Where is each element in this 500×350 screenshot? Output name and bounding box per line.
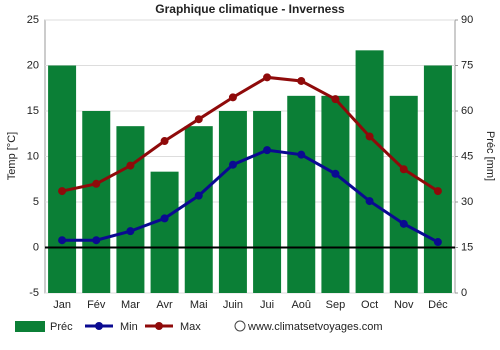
- legend-label: Max: [180, 321, 201, 333]
- bar: [218, 111, 247, 293]
- bar: [48, 65, 77, 293]
- y-tick-label: -5: [29, 287, 39, 299]
- marker: [58, 187, 67, 196]
- y-axis-label: Temp [°C]: [6, 132, 18, 180]
- y-tick-label: 0: [33, 241, 39, 253]
- x-tick-label: Sep: [326, 299, 346, 311]
- line: [62, 148, 439, 244]
- legend-marker: [95, 322, 103, 330]
- marker: [433, 187, 442, 196]
- x-tick-label: Fév: [87, 299, 106, 311]
- marker: [194, 115, 203, 124]
- marker: [297, 76, 306, 85]
- marker: [433, 238, 442, 247]
- legend-marker: [155, 322, 163, 330]
- x-tick-label: Nov: [394, 299, 414, 311]
- x-tick-label: Juin: [223, 299, 243, 311]
- marker: [126, 227, 135, 236]
- y2-tick-label: 75: [461, 59, 473, 71]
- legend-swatch: [15, 321, 45, 332]
- x-tick-label: Oct: [361, 299, 378, 311]
- y2-tick-label: 45: [461, 150, 473, 162]
- bar: [389, 95, 418, 293]
- bar: [150, 171, 179, 293]
- marker: [331, 95, 340, 104]
- x-tick-label: Jan: [53, 299, 71, 311]
- y2-tick-label: 60: [461, 105, 473, 117]
- marker: [228, 93, 237, 102]
- marker: [160, 137, 169, 146]
- marker: [194, 191, 203, 200]
- y-tick-label: 5: [33, 196, 39, 208]
- marker: [160, 214, 169, 223]
- x-tick-label: Mai: [190, 299, 208, 311]
- bar: [116, 126, 145, 294]
- x-tick-label: Jui: [260, 299, 274, 311]
- marker: [263, 73, 272, 82]
- marker: [228, 160, 237, 169]
- y2-tick-label: 15: [461, 241, 473, 253]
- legend-label: Préc: [50, 321, 73, 333]
- y-tick-label: 25: [27, 14, 39, 26]
- marker: [92, 179, 101, 188]
- bar: [287, 95, 316, 293]
- marker: [263, 146, 272, 155]
- marker: [399, 219, 408, 228]
- legend-label: Min: [120, 321, 138, 333]
- marker: [365, 197, 374, 206]
- x-tick-label: Mar: [121, 299, 140, 311]
- x-tick-label: Aoû: [291, 299, 311, 311]
- bar: [355, 50, 384, 294]
- source: www.climatsetvoyages.com: [247, 321, 383, 333]
- bar: [184, 126, 213, 294]
- marker: [399, 165, 408, 174]
- y-tick-label: 20: [27, 59, 39, 71]
- chart-title: Graphique climatique - Inverness: [155, 2, 345, 16]
- x-tick-label: Avr: [156, 299, 173, 311]
- y-tick-label: 15: [27, 105, 39, 117]
- bar: [321, 95, 350, 293]
- bar: [82, 111, 111, 293]
- bar: [423, 65, 452, 293]
- y2-tick-label: 30: [461, 196, 473, 208]
- marker: [297, 150, 306, 159]
- y2-axis-label: Préc [mm]: [484, 131, 496, 181]
- y2-tick-label: 90: [461, 14, 473, 26]
- marker: [92, 236, 101, 245]
- marker: [365, 132, 374, 141]
- source-icon: [234, 320, 246, 332]
- x-tick-label: Déc: [428, 299, 448, 311]
- bar: [253, 111, 282, 293]
- marker: [331, 169, 340, 178]
- marker: [58, 236, 67, 245]
- marker: [126, 161, 135, 170]
- y2-tick-label: 0: [461, 287, 467, 299]
- line: [61, 75, 439, 193]
- y-tick-label: 10: [27, 150, 39, 162]
